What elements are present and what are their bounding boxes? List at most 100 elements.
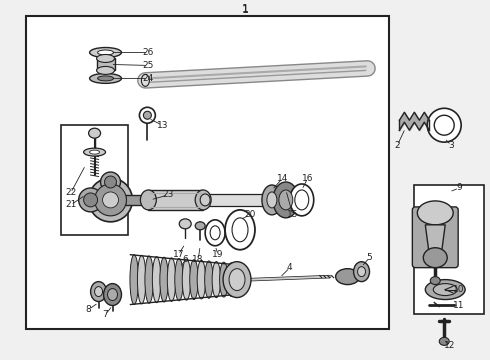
Text: 1: 1	[242, 5, 248, 15]
Text: 23: 23	[163, 190, 174, 199]
Text: 15: 15	[287, 210, 298, 219]
Ellipse shape	[195, 222, 205, 230]
Text: 13: 13	[157, 121, 168, 130]
Text: 9: 9	[456, 184, 462, 193]
Text: 2: 2	[394, 141, 400, 150]
Ellipse shape	[95, 184, 126, 216]
Text: 14: 14	[277, 174, 289, 183]
Text: 19: 19	[212, 250, 224, 259]
Ellipse shape	[84, 148, 105, 156]
Ellipse shape	[104, 176, 117, 188]
Ellipse shape	[89, 178, 132, 222]
Ellipse shape	[210, 226, 220, 240]
Ellipse shape	[229, 269, 245, 291]
Text: 1: 1	[242, 4, 248, 14]
Bar	[415, 185, 484, 315]
Ellipse shape	[84, 193, 98, 207]
Ellipse shape	[179, 219, 191, 229]
Ellipse shape	[417, 201, 453, 225]
Ellipse shape	[98, 76, 114, 81]
Ellipse shape	[97, 54, 115, 62]
Ellipse shape	[267, 192, 277, 208]
Ellipse shape	[130, 255, 138, 305]
Ellipse shape	[144, 111, 151, 119]
Ellipse shape	[90, 48, 122, 58]
Ellipse shape	[427, 108, 461, 142]
Ellipse shape	[137, 255, 146, 304]
Ellipse shape	[227, 263, 236, 296]
Ellipse shape	[152, 257, 161, 303]
Ellipse shape	[160, 257, 168, 302]
Ellipse shape	[423, 248, 447, 268]
Ellipse shape	[225, 210, 255, 250]
Ellipse shape	[107, 289, 118, 301]
Text: 5: 5	[367, 253, 372, 262]
Ellipse shape	[205, 261, 213, 298]
Ellipse shape	[98, 50, 114, 55]
Text: 22: 22	[65, 188, 76, 197]
Text: 21: 21	[65, 201, 76, 210]
Ellipse shape	[190, 260, 198, 300]
Ellipse shape	[433, 284, 457, 296]
Text: 11: 11	[453, 301, 465, 310]
Text: 26: 26	[143, 48, 154, 57]
Ellipse shape	[182, 259, 191, 300]
Ellipse shape	[265, 194, 275, 206]
Text: 6: 6	[182, 255, 188, 264]
Text: 18: 18	[193, 255, 204, 264]
Ellipse shape	[290, 184, 314, 216]
Bar	[61, 125, 128, 235]
Ellipse shape	[336, 269, 360, 285]
Ellipse shape	[425, 280, 465, 300]
Ellipse shape	[142, 75, 149, 86]
Ellipse shape	[91, 282, 106, 302]
Text: 3: 3	[448, 141, 454, 150]
Ellipse shape	[195, 190, 211, 210]
Ellipse shape	[232, 218, 248, 242]
Ellipse shape	[197, 260, 206, 299]
Text: 8: 8	[86, 305, 92, 314]
Ellipse shape	[223, 262, 251, 298]
Text: 25: 25	[143, 61, 154, 70]
Ellipse shape	[140, 107, 155, 123]
Text: 17: 17	[172, 250, 184, 259]
Text: 24: 24	[143, 74, 154, 83]
Text: 4: 4	[287, 263, 293, 272]
Ellipse shape	[175, 258, 183, 301]
Ellipse shape	[434, 115, 454, 135]
Text: 10: 10	[453, 285, 465, 294]
Ellipse shape	[279, 190, 293, 210]
Text: 20: 20	[245, 210, 256, 219]
Ellipse shape	[95, 287, 102, 297]
Ellipse shape	[200, 194, 210, 206]
Ellipse shape	[102, 192, 119, 208]
Ellipse shape	[262, 185, 282, 215]
Ellipse shape	[89, 128, 100, 138]
Ellipse shape	[78, 188, 102, 212]
Ellipse shape	[97, 67, 115, 75]
Ellipse shape	[295, 190, 309, 210]
Bar	[205, 194, 270, 206]
Text: 16: 16	[302, 174, 314, 183]
Ellipse shape	[141, 190, 156, 210]
Text: 12: 12	[443, 341, 455, 350]
Ellipse shape	[354, 262, 369, 282]
Ellipse shape	[220, 262, 228, 297]
Ellipse shape	[100, 172, 121, 192]
Ellipse shape	[439, 337, 449, 345]
Ellipse shape	[430, 276, 440, 285]
Polygon shape	[425, 225, 445, 255]
Bar	[26, 15, 390, 329]
Ellipse shape	[273, 182, 299, 218]
Bar	[125, 195, 150, 205]
Ellipse shape	[90, 150, 99, 154]
Bar	[97, 58, 115, 71]
Ellipse shape	[205, 220, 225, 246]
Ellipse shape	[167, 258, 176, 301]
Ellipse shape	[103, 284, 122, 306]
Text: 7: 7	[103, 310, 108, 319]
Ellipse shape	[358, 267, 366, 276]
FancyBboxPatch shape	[413, 207, 458, 268]
Ellipse shape	[145, 256, 153, 303]
Ellipse shape	[90, 73, 122, 84]
